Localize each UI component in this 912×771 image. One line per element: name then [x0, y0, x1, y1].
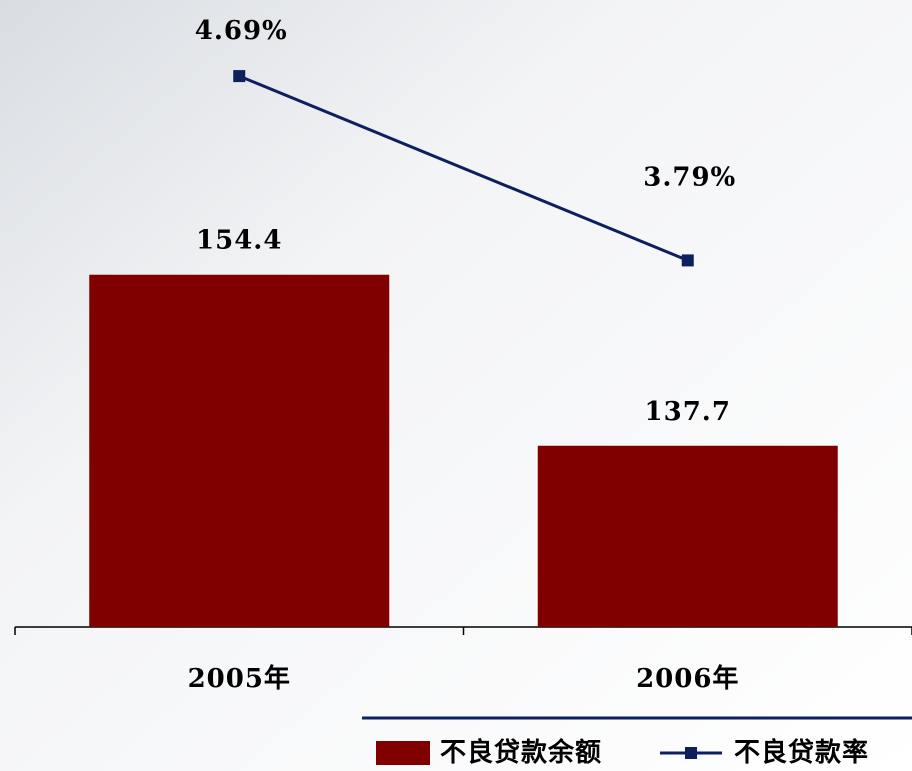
legend-swatch: [685, 747, 697, 759]
line-marker: [233, 70, 246, 83]
legend-swatch: [376, 741, 430, 765]
x-tick-label: 2006年: [636, 663, 739, 694]
data-label: 3.79%: [643, 162, 736, 192]
data-label: 4.69%: [195, 16, 288, 46]
bar: [89, 274, 390, 627]
line-marker: [681, 254, 694, 267]
legend-label: 不良贷款率: [734, 737, 869, 768]
line: [238, 74, 689, 262]
bar: [537, 445, 838, 627]
data-label: 154.4: [196, 226, 282, 256]
legend-label: 不良贷款余额: [440, 737, 602, 768]
x-tick-label: 2005年: [188, 663, 291, 694]
data-label: 137.7: [645, 397, 731, 427]
